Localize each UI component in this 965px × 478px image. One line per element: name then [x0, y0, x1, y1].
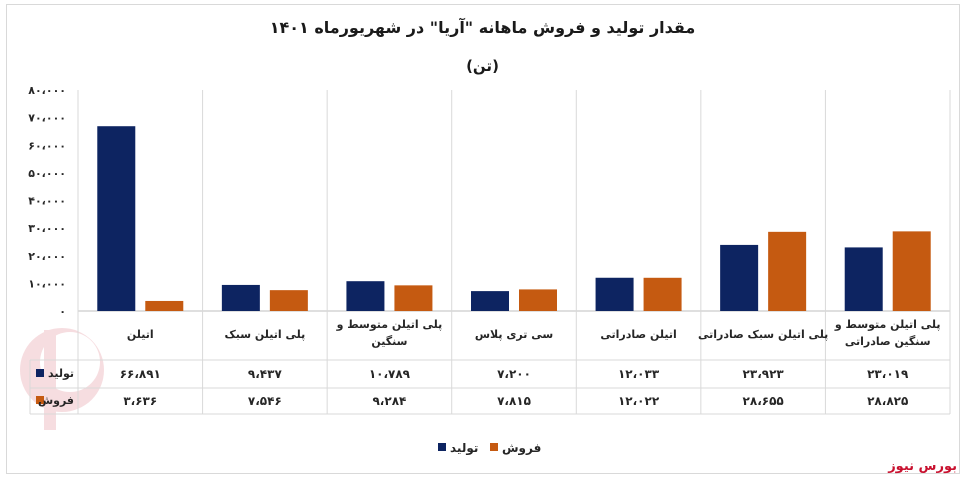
category-label: سنگین	[371, 335, 407, 348]
category-label: پلی اتیلن سبک	[224, 328, 305, 341]
category-label: پلی اتیلن سبک صادراتی	[698, 328, 828, 341]
data-label-production: ۹،۴۳۷	[248, 367, 283, 381]
data-label-sales: ۲۸،۶۵۵	[743, 394, 784, 408]
legend-label-sales: فروش	[502, 441, 541, 456]
bar-sales	[892, 231, 931, 311]
bar-production	[471, 291, 509, 311]
data-label-sales: ۷،۵۴۶	[248, 394, 282, 408]
y-tick-label: ۷۰،۰۰۰	[28, 112, 66, 125]
legend-key-production	[438, 443, 446, 451]
y-tick-label: ۴۰،۰۰۰	[28, 195, 66, 208]
row-key-production	[36, 369, 44, 377]
bar-sales	[269, 290, 308, 311]
bar-production	[97, 126, 136, 311]
y-tick-label: ۱۰،۰۰۰	[28, 277, 66, 290]
data-label-production: ۲۳،۹۲۳	[743, 367, 785, 381]
bar-production	[595, 277, 634, 311]
data-label-sales: ۱۲،۰۲۲	[618, 394, 660, 408]
category-label: پلی اتیلن متوسط و	[834, 318, 941, 331]
chart-title: مقدار تولید و فروش ماهانه "آریا" در شهری…	[269, 18, 696, 37]
y-tick-label: ۲۰،۰۰۰	[28, 250, 66, 263]
data-label-production: ۶۶،۸۹۱	[120, 367, 161, 381]
data-label-production: ۷،۲۰۰	[497, 367, 531, 381]
y-tick-label: ۵۰،۰۰۰	[28, 167, 66, 180]
data-label-sales: ۳،۶۳۶	[123, 394, 157, 408]
bar-production	[844, 247, 883, 311]
data-label-production: ۱۲،۰۳۳	[618, 367, 660, 381]
row-header-sales: فروش	[38, 394, 74, 407]
y-tick-label: ۰	[59, 305, 66, 318]
bar-production	[346, 281, 385, 311]
bar-sales	[394, 285, 433, 311]
bar-production	[720, 244, 759, 311]
legend-key-sales	[490, 443, 498, 451]
bar-sales	[643, 277, 682, 311]
y-tick-label: ۸۰،۰۰۰	[28, 84, 66, 97]
bar-sales	[768, 231, 807, 311]
chart-subtitle: (تن)	[466, 57, 499, 75]
category-label: اتیلن صادراتی	[600, 328, 676, 341]
data-label-production: ۱۰،۷۸۹	[369, 367, 411, 381]
data-label-production: ۲۳،۰۱۹	[867, 367, 909, 381]
row-key-sales	[36, 396, 44, 404]
brand-watermark: بورس نیوز	[888, 459, 957, 474]
y-tick-label: ۶۰،۰۰۰	[28, 139, 66, 152]
data-label-sales: ۹،۲۸۴	[372, 394, 406, 408]
y-tick-label: ۳۰،۰۰۰	[28, 222, 66, 235]
category-label: پلی اتیلن متوسط و	[336, 318, 443, 331]
category-label: سنگین صادراتی	[845, 335, 931, 348]
legend-label-production: تولید	[450, 441, 478, 456]
category-label: سی تری پلاس	[475, 328, 553, 341]
data-label-sales: ۷،۸۱۵	[497, 394, 531, 408]
category-label: اتیلن	[127, 328, 154, 341]
data-label-sales: ۲۸،۸۲۵	[867, 394, 908, 408]
bar-sales	[145, 300, 184, 311]
bar-production	[221, 284, 260, 311]
row-header-production: تولید	[48, 367, 74, 380]
watermark-logo	[20, 328, 104, 430]
bar-sales	[519, 289, 557, 311]
